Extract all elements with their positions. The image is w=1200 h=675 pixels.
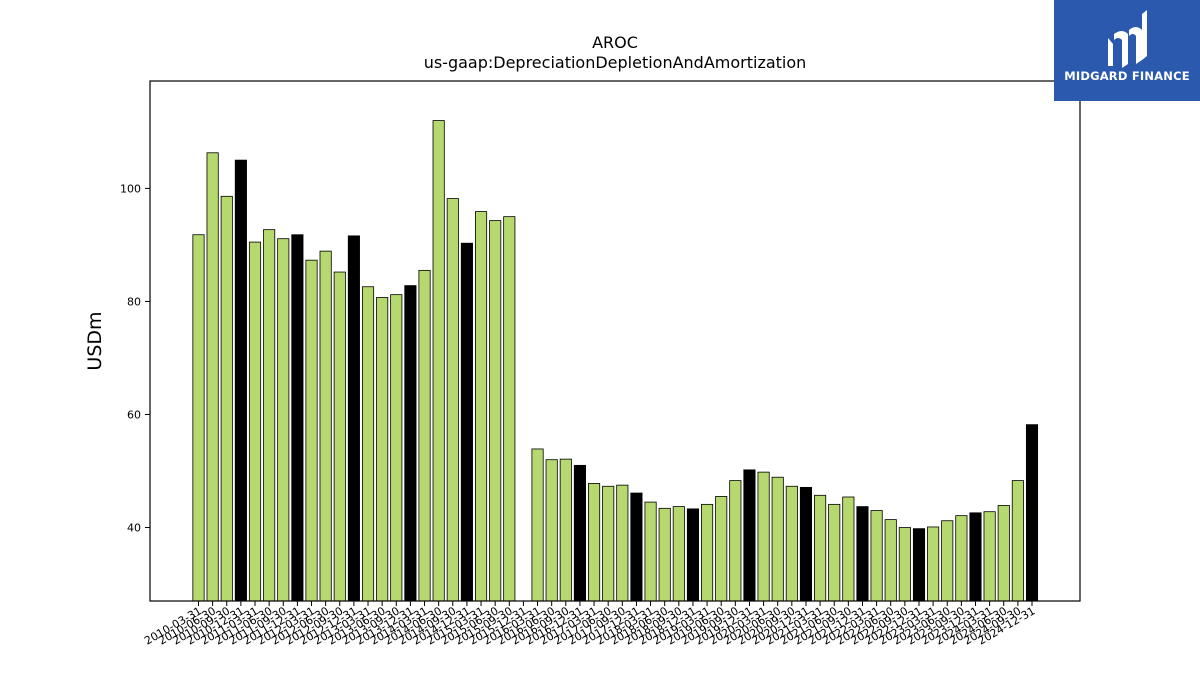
bar-2015-03-31 [474, 211, 488, 602]
bar-2020-03-31 [757, 471, 770, 602]
bar-2014-09-30 [446, 198, 459, 602]
bar-2024-06-30 [997, 505, 1010, 602]
bar-2022-06-30 [884, 519, 897, 602]
bar-2010-03-31 [192, 234, 205, 602]
bar-2016-06-30 [545, 459, 558, 602]
bar-2018-03-31 [644, 501, 657, 602]
bar-2021-06-30 [828, 503, 841, 602]
bar-2023-06-30 [941, 520, 954, 602]
bar-2015-09-30 [503, 216, 516, 602]
brand-logo: MIDGARD FINANCE [1054, 0, 1200, 101]
bar-2011-12-31 [291, 234, 304, 602]
bar-2021-09-30 [842, 496, 855, 602]
bar-2024-12-31 [1025, 424, 1039, 602]
bar-2010-09-30 [220, 195, 233, 602]
bar-2020-09-30 [785, 485, 798, 602]
bar-2012-12-31 [347, 235, 360, 602]
bar-2013-06-30 [376, 297, 389, 602]
bar-2022-12-31 [912, 528, 926, 602]
logo-wordmark: MIDGARD FINANCE [1064, 69, 1190, 83]
y-axis-label: USDm [84, 311, 106, 370]
bar-2019-12-31 [743, 469, 756, 602]
bar-2012-09-30 [333, 271, 346, 602]
bar-2021-12-31 [856, 506, 869, 602]
y-axis: 40 60 80 100 [120, 182, 150, 535]
bar-2019-06-30 [715, 496, 728, 602]
bar-2011-03-31 [248, 241, 262, 602]
bar-2016-03-31 [531, 448, 544, 602]
bar-2024-09-30 [1011, 480, 1024, 602]
bar-2010-12-31 [234, 159, 247, 602]
bar-2018-12-31 [686, 508, 699, 602]
y-tick-label: 100 [120, 182, 141, 195]
y-tick-label: 80 [127, 295, 141, 308]
bar-2018-09-30 [672, 506, 685, 602]
bar-2013-09-30 [390, 294, 403, 602]
bar-2016-09-30 [559, 458, 572, 602]
bar-2020-06-30 [771, 476, 784, 602]
x-axis: 2010-03-312010-06-302010-09-302010-12-31… [142, 601, 1038, 648]
bar-2013-12-31 [404, 285, 417, 602]
bar-2022-09-30 [898, 527, 911, 602]
bar-2014-06-30 [432, 120, 445, 602]
midgard-logo-icon [1108, 10, 1147, 68]
bar-2011-09-30 [277, 238, 290, 602]
bar-2017-06-30 [602, 485, 615, 602]
bar-2021-03-31 [814, 494, 827, 602]
bar-2014-12-31 [460, 242, 473, 602]
chart-title: AROC [592, 33, 638, 52]
bar-2023-12-31 [969, 512, 982, 602]
bar-series [192, 120, 1039, 602]
plot-frame [149, 80, 1081, 602]
bar-2015-06-30 [489, 220, 502, 602]
bar-2024-03-31 [983, 511, 996, 602]
bar-2014-03-31 [418, 269, 431, 602]
bar-2011-06-30 [263, 229, 276, 602]
bar-2012-03-31 [305, 259, 318, 602]
bar-2010-06-30 [206, 152, 219, 602]
bar-2022-03-31 [870, 510, 883, 602]
bar-2020-12-31 [799, 486, 813, 602]
bar-2023-03-31 [927, 526, 940, 602]
bar-2019-09-30 [729, 480, 742, 602]
bar-2017-03-31 [588, 483, 601, 602]
bar-2016-12-31 [573, 464, 586, 602]
bar-2017-12-31 [630, 492, 643, 602]
bar-2017-09-30 [616, 484, 629, 602]
y-tick-label: 40 [127, 522, 141, 535]
bar-2012-06-30 [319, 250, 332, 602]
bar-2019-03-31 [701, 503, 714, 602]
bar-2013-03-31 [361, 286, 375, 602]
chart-subtitle: us-gaap:DepreciationDepletionAndAmortiza… [424, 53, 807, 72]
y-tick-label: 60 [127, 408, 141, 421]
bar-2018-06-30 [658, 507, 671, 602]
bar-2023-09-30 [955, 515, 968, 602]
